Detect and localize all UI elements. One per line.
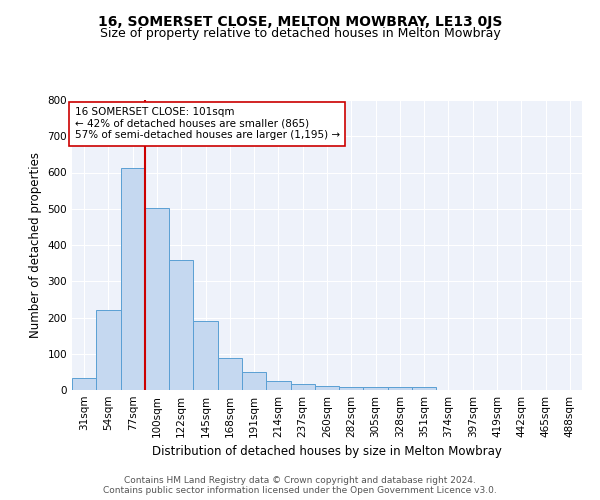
Bar [339,387,364,390]
Bar [315,386,339,390]
Bar [290,384,315,390]
Bar [364,387,388,390]
Bar [72,378,96,390]
Y-axis label: Number of detached properties: Number of detached properties [29,152,42,338]
Bar [121,168,145,390]
Bar [218,358,242,390]
Bar [96,310,121,390]
Bar [242,372,266,390]
Text: Contains HM Land Registry data © Crown copyright and database right 2024.
Contai: Contains HM Land Registry data © Crown c… [103,476,497,495]
Text: 16 SOMERSET CLOSE: 101sqm
← 42% of detached houses are smaller (865)
57% of semi: 16 SOMERSET CLOSE: 101sqm ← 42% of detac… [74,108,340,140]
Bar [193,321,218,390]
Bar [145,208,169,390]
Text: 16, SOMERSET CLOSE, MELTON MOWBRAY, LE13 0JS: 16, SOMERSET CLOSE, MELTON MOWBRAY, LE13… [98,15,502,29]
Bar [266,382,290,390]
Bar [388,387,412,390]
Text: Size of property relative to detached houses in Melton Mowbray: Size of property relative to detached ho… [100,28,500,40]
X-axis label: Distribution of detached houses by size in Melton Mowbray: Distribution of detached houses by size … [152,446,502,458]
Bar [412,387,436,390]
Bar [169,260,193,390]
